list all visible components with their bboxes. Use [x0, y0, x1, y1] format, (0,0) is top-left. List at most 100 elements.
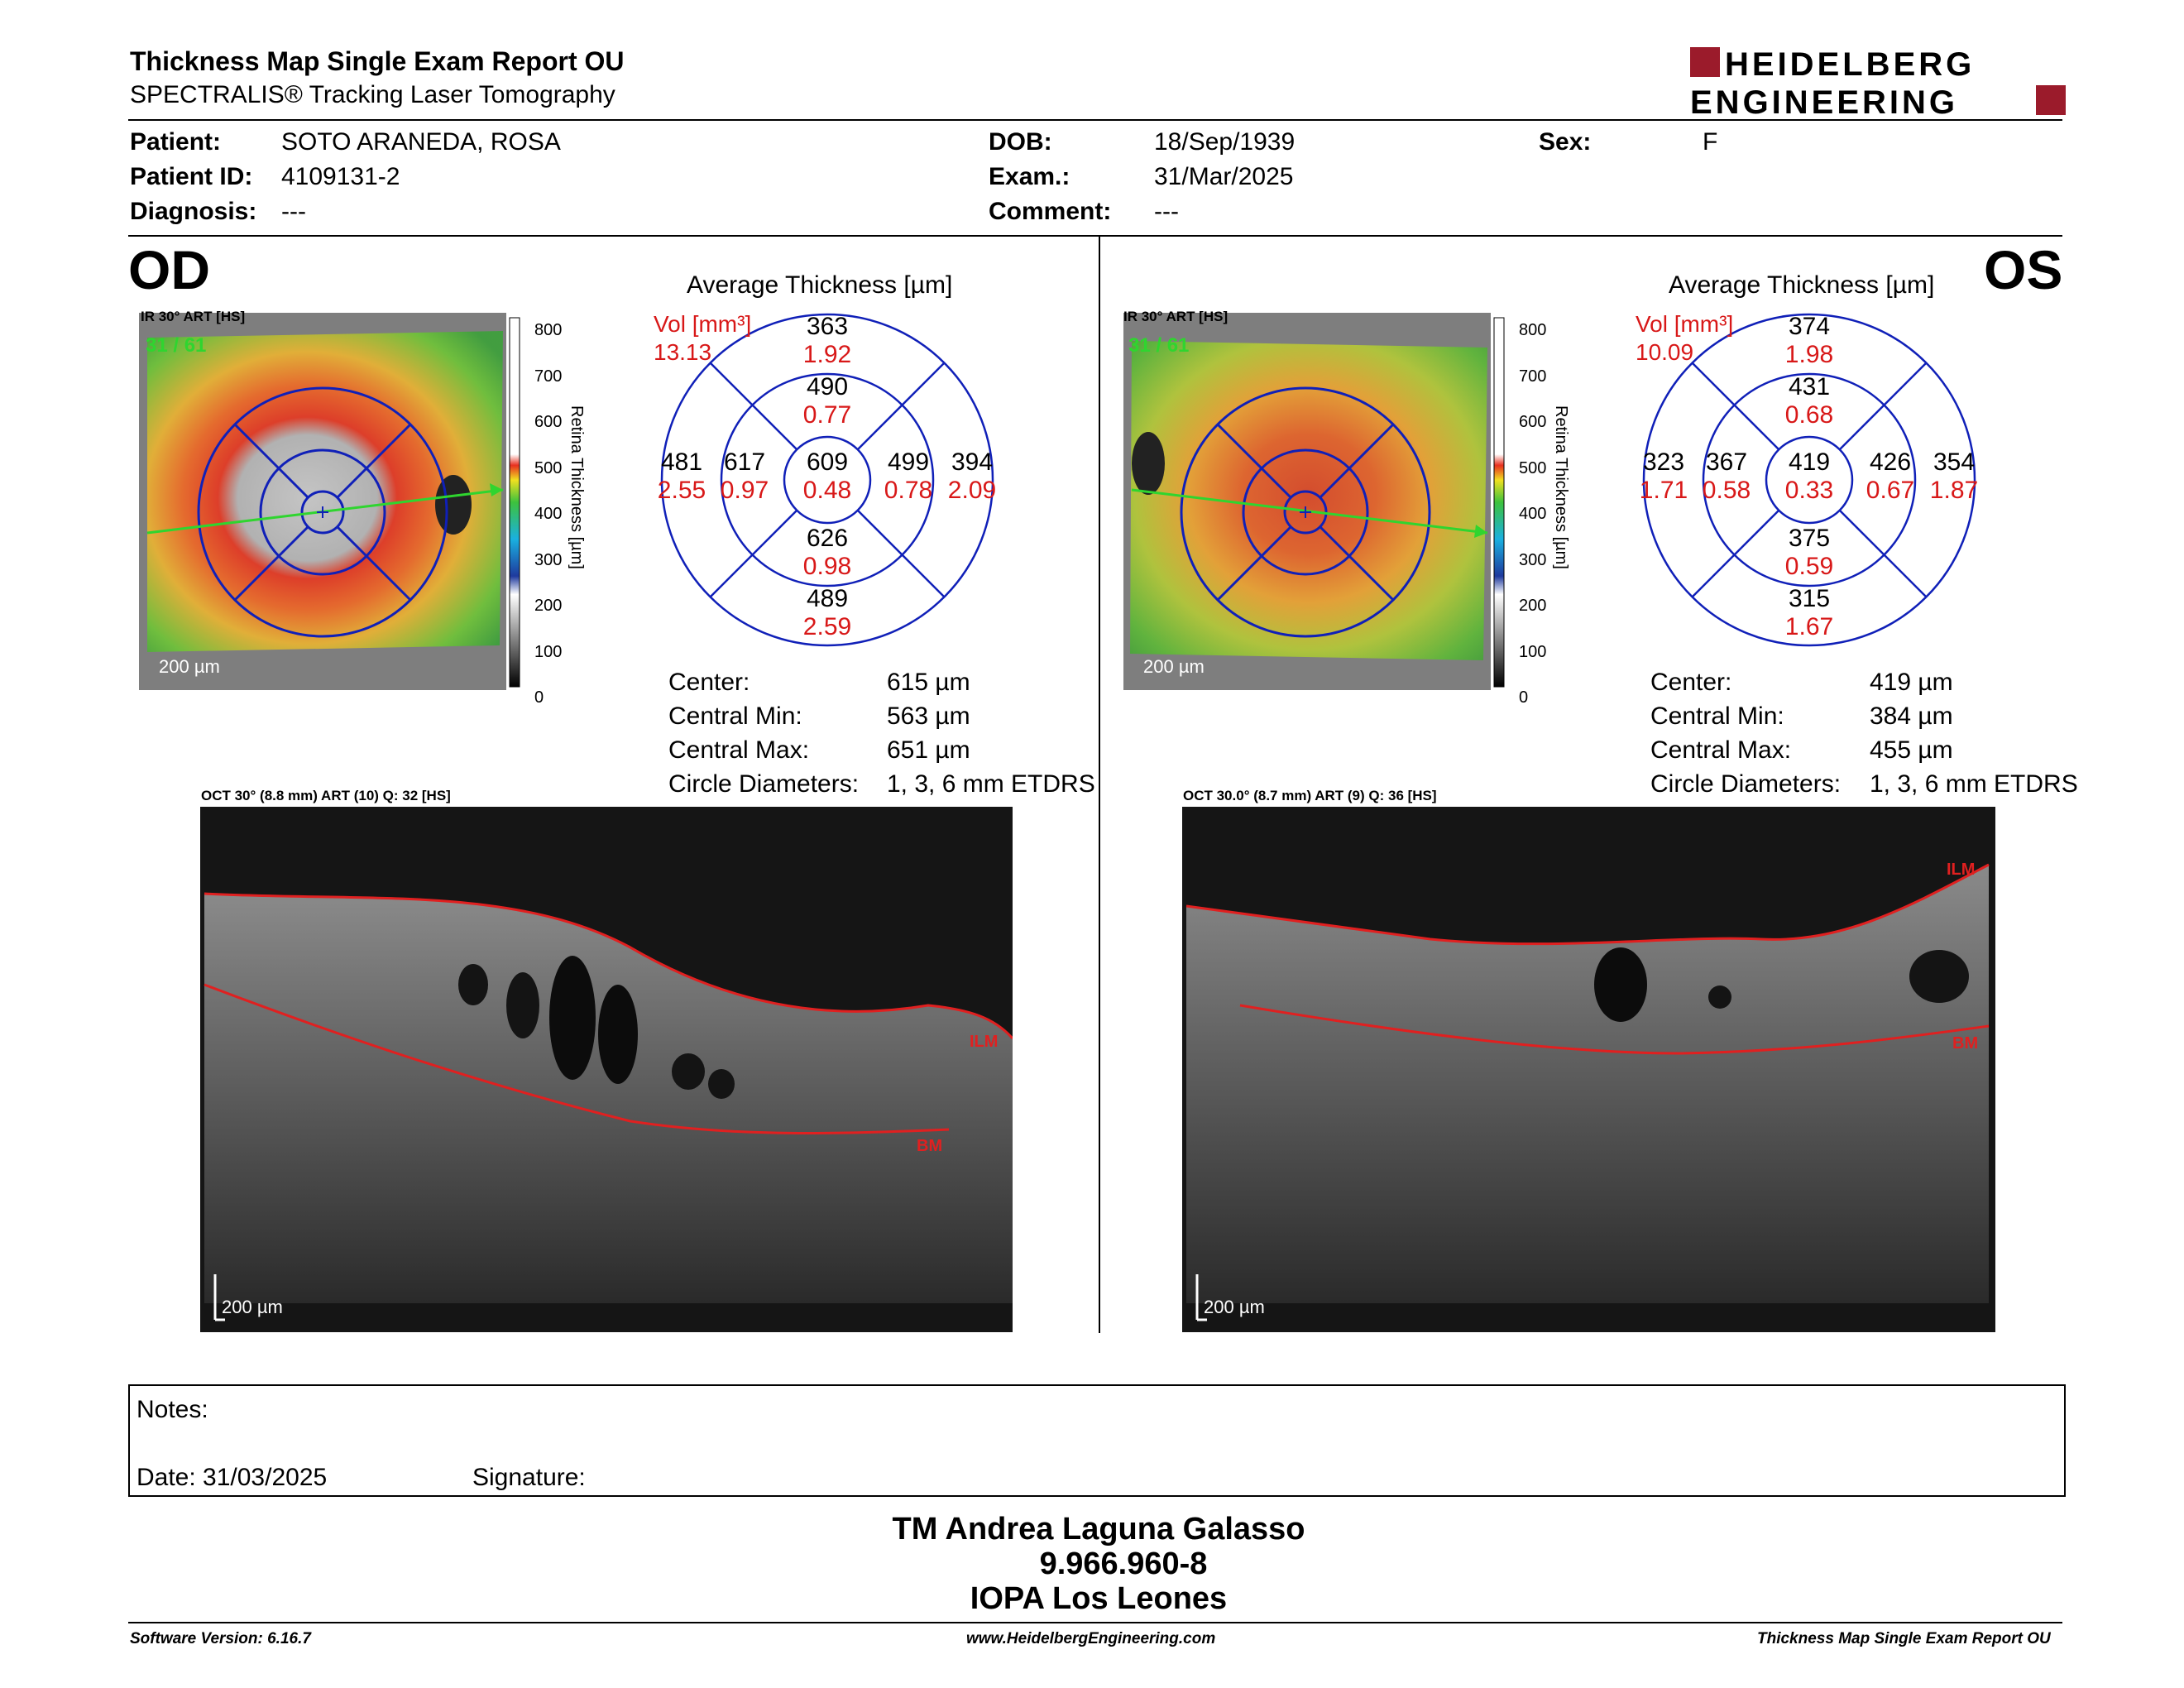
svg-text:HEIDELBERG: HEIDELBERG [1725, 46, 1975, 83]
os-etdrs-overlay [1131, 317, 1505, 688]
header-rule [128, 119, 2062, 121]
comment-label: Comment: [989, 198, 1112, 225]
os-ilm-label: ILM [1947, 861, 1976, 879]
od-avg-title: Average Thickness [µm] [687, 271, 953, 299]
os-cbar-tick: 0 [1519, 688, 1529, 707]
footer-rule [128, 1622, 2062, 1623]
sex-label: Sex: [1539, 128, 1592, 156]
od-etdrs-overlay [146, 317, 520, 688]
diagnosis-label: Diagnosis: [130, 198, 257, 225]
od-outer-sup-thickness: 363 [806, 313, 849, 340]
od-etdrs-grid [660, 313, 994, 647]
os-outer-left: 323 1.71 [1636, 448, 1692, 505]
os-inner-right-volume: 0.67 [1866, 477, 1915, 504]
od-oct-scale: 200 µm [222, 1297, 283, 1317]
od-inner-right-volume: 0.78 [884, 477, 933, 504]
od-outer-left-volume: 2.55 [657, 477, 706, 504]
od-stat-value: 1, 3, 6 mm ETDRS [887, 770, 1095, 798]
patient-rule [128, 235, 2062, 237]
os-cbar-tick: 300 [1519, 550, 1547, 569]
os-stat-value: 1, 3, 6 mm ETDRS [1870, 770, 2078, 798]
od-cbar-tick: 200 [534, 597, 563, 615]
os-stat-value: 419 µm [1870, 669, 1953, 696]
os-inner-left-thickness: 367 [1705, 448, 1748, 476]
od-cbar-tick: 400 [534, 505, 563, 523]
os-outer-left-thickness: 323 [1642, 448, 1685, 476]
notes-label: Notes: [136, 1396, 208, 1423]
os-outer-right: 354 1.87 [1925, 448, 1983, 505]
eye-divider [1099, 237, 1100, 1333]
os-cbar-tick: 100 [1519, 642, 1547, 661]
od-eye-label: OD [128, 239, 210, 300]
od-outer-inf: 489 2.59 [778, 585, 877, 641]
notes-box: Notes: Date: 31/03/2025 Signature: [128, 1384, 2066, 1497]
od-oct-scan [200, 807, 1013, 1332]
od-outer-right-volume: 2.09 [947, 477, 997, 504]
os-map-scale: 200 µm [1143, 656, 1205, 677]
os-etdrs-grid [1642, 313, 1976, 647]
patient-label: Patient: [130, 128, 222, 156]
od-oct-label: OCT 30° (8.8 mm) ART (10) Q: 32 [HS] [201, 788, 451, 803]
od-ir-label: IR 30° ART [HS] [141, 309, 246, 324]
od-vol-total: 13.13 [654, 339, 712, 365]
od-center: 609 0.48 [778, 448, 877, 505]
os-eye-label: OS [1984, 239, 2063, 300]
patient-id-label: Patient ID: [130, 163, 253, 190]
svg-text:ENGINEERING: ENGINEERING [1690, 84, 1958, 117]
notes-signature-label: Signature: [472, 1464, 586, 1491]
od-outer-inf-volume: 2.59 [802, 613, 852, 640]
software-version: Software Version: 6.16.7 [130, 1630, 311, 1647]
od-cbar-tick: 700 [534, 367, 563, 386]
signer-institution: IOPA Los Leones [970, 1581, 1228, 1616]
os-cbar-tick: 600 [1519, 413, 1547, 431]
od-inner-left: 617 0.97 [710, 448, 779, 505]
od-colorbar-title: Retina Thickness [µm] [568, 405, 586, 569]
os-outer-inf-volume: 1.67 [1784, 613, 1834, 640]
os-center-volume: 0.33 [1784, 477, 1834, 504]
od-colorbar-ticks: 800 700 600 500 400 300 200 100 0 [534, 308, 562, 722]
exam-label: Exam.: [989, 163, 1070, 190]
os-stat-label: Central Max: [1650, 736, 1792, 764]
od-map-scale: 200 µm [159, 656, 220, 677]
od-inner-inf-thickness: 626 [806, 525, 849, 552]
dob-value: 18/Sep/1939 [1154, 128, 1296, 156]
os-frame-counter: 31 / 61 [1128, 334, 1190, 357]
os-center: 419 0.33 [1760, 448, 1859, 505]
dob-label: DOB: [989, 128, 1052, 156]
od-frame-counter: 31 / 61 [146, 334, 207, 357]
heidelberg-logo: HEIDELBERG ENGINEERING [1690, 46, 2066, 117]
od-outer-left: 481 2.55 [654, 448, 710, 505]
od-stat-value: 615 µm [887, 669, 970, 696]
os-outer-inf-thickness: 315 [1788, 585, 1831, 612]
os-cbar-tick: 800 [1519, 321, 1547, 339]
od-outer-left-thickness: 481 [660, 448, 703, 476]
os-stat-label: Center: [1650, 669, 1732, 696]
od-cbar-tick: 100 [534, 642, 563, 661]
od-inner-right: 499 0.78 [874, 448, 943, 505]
od-cbar-tick: 300 [534, 550, 563, 569]
os-oct-scale: 200 µm [1204, 1297, 1265, 1317]
od-cbar-tick: 0 [534, 688, 544, 707]
website-link[interactable]: www.HeidelbergEngineering.com [966, 1630, 1216, 1647]
os-cbar-tick: 500 [1519, 458, 1547, 477]
od-inner-right-thickness: 499 [887, 448, 930, 476]
report-title: Thickness Map Single Exam Report OU [130, 46, 625, 76]
os-outer-right-volume: 1.87 [1929, 477, 1979, 504]
os-oct-scan [1182, 807, 1995, 1332]
os-avg-title: Average Thickness [µm] [1669, 271, 1935, 299]
os-oct-label: OCT 30.0° (8.7 mm) ART (9) Q: 36 [HS] [1183, 788, 1437, 803]
os-stat-label: Circle Diameters: [1650, 770, 1842, 798]
os-vol-label: Vol [mm³] [1636, 311, 1734, 337]
od-stat-label: Central Min: [668, 703, 802, 730]
os-stat-value: 384 µm [1870, 703, 1953, 730]
os-ir-label: IR 30° ART [HS] [1123, 309, 1228, 324]
od-outer-inf-thickness: 489 [806, 585, 849, 612]
od-cbar-tick: 800 [534, 321, 563, 339]
report-subtitle: SPECTRALIS® Tracking Laser Tomography [130, 81, 615, 108]
od-cbar-tick: 600 [534, 413, 563, 431]
os-bm-label: BM [1952, 1034, 1979, 1053]
od-inner-left-thickness: 617 [723, 448, 766, 476]
od-vol-label: Vol [mm³] [654, 311, 752, 337]
od-outer-right-thickness: 394 [951, 448, 994, 476]
os-inner-right: 426 0.67 [1856, 448, 1925, 505]
